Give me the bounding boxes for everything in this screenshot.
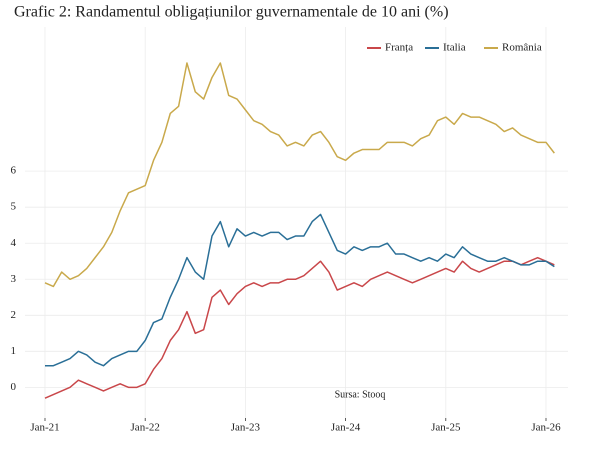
legend-label: Franța bbox=[385, 42, 413, 54]
y-tick-label: 6 bbox=[11, 165, 17, 177]
annotation: Sursa: Stooq bbox=[335, 389, 386, 400]
y-tick-label: 4 bbox=[11, 237, 17, 249]
legend-label: Italia bbox=[443, 42, 466, 54]
y-tick-label: 0 bbox=[11, 381, 17, 393]
x-tick-label: Jan-26 bbox=[531, 422, 561, 434]
series-line bbox=[44, 256, 555, 399]
y-tick-label: 3 bbox=[11, 273, 17, 285]
y-tick-label: 2 bbox=[11, 309, 17, 321]
legend-label: România bbox=[502, 42, 542, 54]
series-line bbox=[44, 62, 555, 288]
x-tick-label: Jan-21 bbox=[30, 422, 59, 434]
x-tick-label: Jan-25 bbox=[431, 422, 461, 434]
y-tick-label: 1 bbox=[11, 345, 17, 357]
chart-title: Grafic 2: Randamentul obligațiunilor guv… bbox=[14, 4, 449, 21]
x-tick-label: Jan-24 bbox=[331, 422, 361, 434]
x-tick-label: Jan-23 bbox=[231, 422, 261, 434]
x-tick-label: Jan-22 bbox=[131, 422, 160, 434]
y-tick-label: 5 bbox=[11, 201, 17, 213]
series-line bbox=[45, 213, 555, 367]
